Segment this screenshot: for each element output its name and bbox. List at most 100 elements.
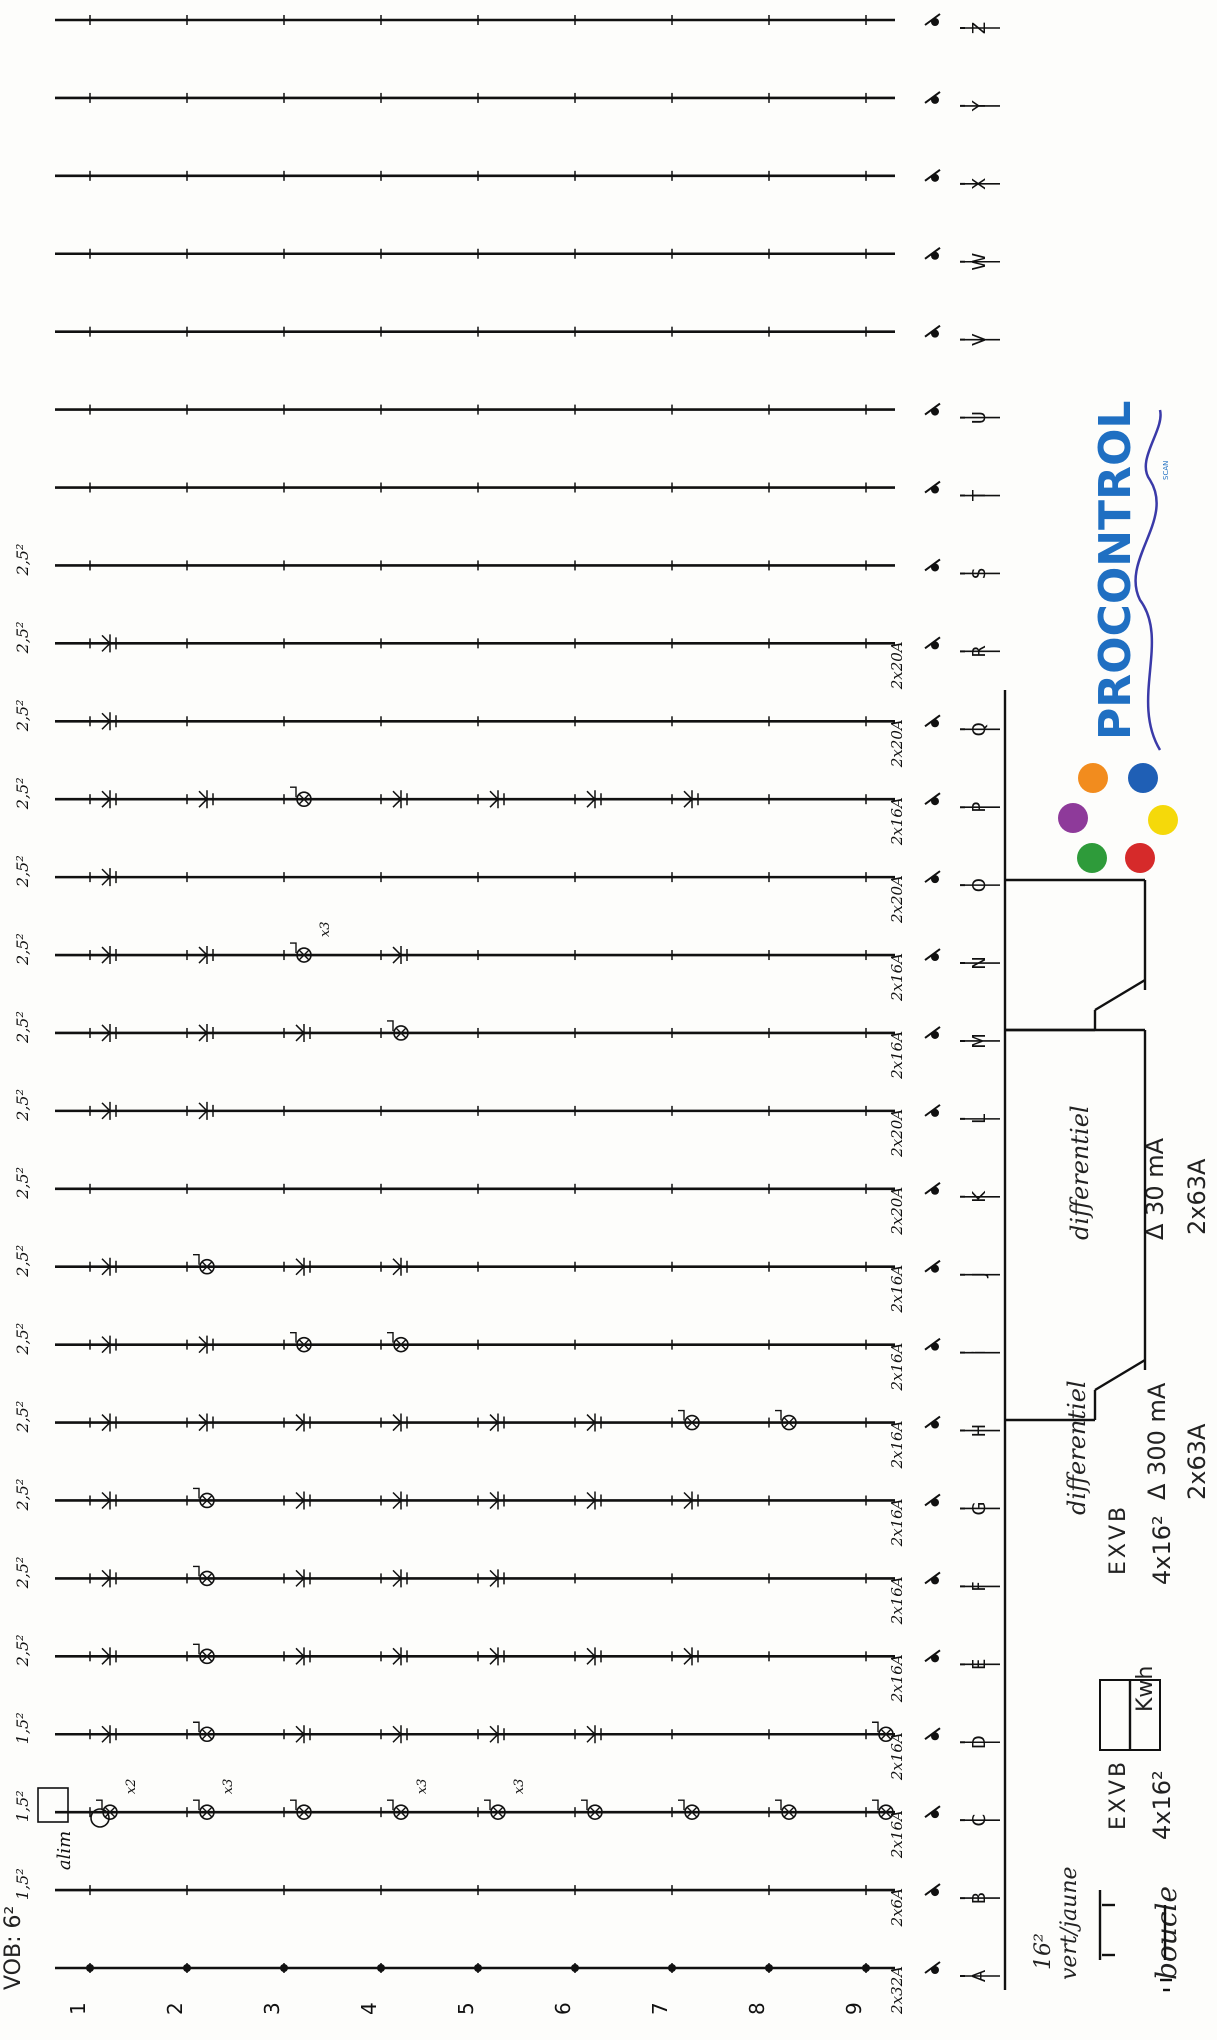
- row-dot: [280, 1964, 288, 1972]
- lamp-cross-icon: [395, 1806, 407, 1818]
- socket-outlet-icon: [295, 1647, 311, 1666]
- breaker-switch-icon: [924, 1961, 965, 1977]
- lamp-cross-icon: [783, 1417, 795, 1429]
- x2-annotation: x2: [124, 1779, 139, 1795]
- lamp-point-icon: [296, 1804, 312, 1820]
- socket-outlet-icon: [198, 1101, 214, 1120]
- lamp-point-icon: [684, 1414, 700, 1431]
- lamp-point-icon: [393, 1025, 409, 1041]
- logo-wordmark: PROCONTROL: [1090, 401, 1141, 740]
- circuit-breaker-rating: 2x16A: [888, 1810, 906, 1859]
- circuit-breaker-rating: 2x16A: [888, 1654, 906, 1703]
- supply-socket-box-icon: [37, 1787, 69, 1823]
- differential2-breaker: 2x63A: [1183, 1158, 1211, 1235]
- x3-annotation: x3: [221, 1779, 236, 1795]
- circuit-letter-T: T: [969, 489, 990, 502]
- lamp-cross-icon: [298, 949, 310, 961]
- row-number-8: 8: [745, 2002, 769, 2015]
- breaker-contact-icon: [931, 875, 939, 884]
- circuit-letter-L: L: [969, 1114, 990, 1124]
- socket-outlet-icon: [489, 1491, 505, 1510]
- circuit-breaker-rating: 2x16A: [888, 953, 906, 1002]
- switch-leg-icon: [193, 1643, 200, 1655]
- circuit-letter-W: W: [969, 253, 990, 271]
- breaker-switch-icon: [924, 792, 965, 809]
- socket-outlet-icon: [101, 868, 117, 887]
- circuit-letter-J: J: [969, 1272, 990, 1278]
- circuit-letter-B: B: [969, 1892, 990, 1904]
- switch-leg-icon: [290, 786, 297, 798]
- circuit-letter-U: U: [969, 411, 990, 424]
- wire-section-label: 2,5²: [13, 622, 32, 655]
- lamp-cross-icon: [589, 1806, 601, 1818]
- meter-label: Kwh: [1133, 1666, 1158, 1712]
- breaker-switch-icon: [924, 1415, 965, 1432]
- logo-dot-red: [1125, 843, 1155, 873]
- wire-section-label: 2,5²: [13, 1479, 32, 1512]
- circuit-letter-S: S: [969, 568, 990, 579]
- row-number-4: 4: [357, 2002, 381, 2015]
- breaker-contact-icon: [931, 1108, 939, 1117]
- lamp-point-icon: [199, 1492, 215, 1509]
- circuit-letter-G: G: [969, 1502, 990, 1516]
- row-dot: [183, 1964, 191, 1972]
- circuit-letter-F: F: [969, 1581, 990, 1591]
- row-dot: [862, 1964, 870, 1972]
- lamp-cross-icon: [201, 1806, 213, 1818]
- row-number-3: 3: [260, 2002, 284, 2015]
- circuit-breaker-rating: 2x16A: [888, 1732, 906, 1781]
- wire-section-label: 2,5²: [13, 855, 32, 888]
- switch-leg-icon: [484, 1799, 491, 1811]
- lamp-cross-icon: [686, 1806, 698, 1818]
- breaker-contact-icon: [931, 18, 939, 26]
- circuit-breaker-rating: 2x16A: [888, 1498, 906, 1547]
- breaker-switch-icon: [924, 1493, 965, 1510]
- breaker-switch-icon: [924, 636, 965, 653]
- socket-outlet-icon: [101, 1023, 117, 1042]
- breaker-contact-icon: [931, 1888, 939, 1897]
- switch-leg-icon: [96, 1799, 103, 1811]
- circuit-letter-D: D: [969, 1735, 990, 1749]
- row-dot: [377, 1964, 385, 1972]
- logo-dot-orange: [1078, 763, 1108, 793]
- circuit-grid: [55, 13, 1000, 1977]
- breaker-contact-icon: [931, 251, 939, 260]
- switch-leg-icon: [387, 1799, 394, 1811]
- breaker-switch-icon: [924, 1727, 965, 1744]
- wire-section-label: 2,5²: [13, 777, 32, 810]
- lamp-point-icon: [296, 947, 312, 963]
- socket-outlet-icon: [101, 790, 117, 809]
- lamp-point-icon: [199, 1648, 215, 1665]
- cable1-section-label: 4x16²: [1148, 1770, 1176, 1840]
- supply-wiring: [1003, 690, 1172, 1992]
- socket-outlet-icon: [101, 634, 117, 653]
- breaker-switch-icon: [924, 324, 965, 341]
- socket-outlet-icon: [198, 1335, 214, 1354]
- socket-outlet-icon: [101, 712, 117, 731]
- lamp-cross-icon: [201, 1261, 213, 1273]
- earth-section-label: 16²: [1031, 1933, 1056, 1970]
- lamp-cross-icon: [492, 1806, 504, 1818]
- socket-outlet-icon: [198, 1023, 214, 1042]
- circuit-breaker-rating: 2x16A: [888, 1265, 906, 1314]
- breaker-contact-icon: [931, 485, 939, 494]
- breaker-contact-icon: [931, 797, 939, 806]
- row-dot: [571, 1964, 579, 1972]
- circuit-letter-H: H: [969, 1424, 990, 1438]
- socket-outlet-icon: [586, 1413, 602, 1432]
- breaker-switch-icon: [924, 1883, 965, 1900]
- socket-outlet-icon: [586, 790, 602, 809]
- circuit-breaker-rating: 2x16A: [888, 1342, 906, 1391]
- differential1-label: differentiel: [1063, 1380, 1091, 1515]
- circuit-breaker-rating: 2x6A: [888, 1888, 906, 1928]
- wire-section-label: 2,5²: [13, 544, 32, 577]
- socket-outlet-icon: [101, 946, 117, 965]
- earth-conductor-label: vert/jaune: [1057, 1866, 1082, 1980]
- socket-outlet-icon: [198, 946, 214, 965]
- lamp-cross-icon: [880, 1728, 892, 1740]
- socket-outlet-icon: [586, 1491, 602, 1510]
- lamp-point-icon: [587, 1804, 603, 1820]
- wire-section-label: 2,5²: [13, 1089, 32, 1122]
- breaker-switch-icon: [924, 948, 965, 965]
